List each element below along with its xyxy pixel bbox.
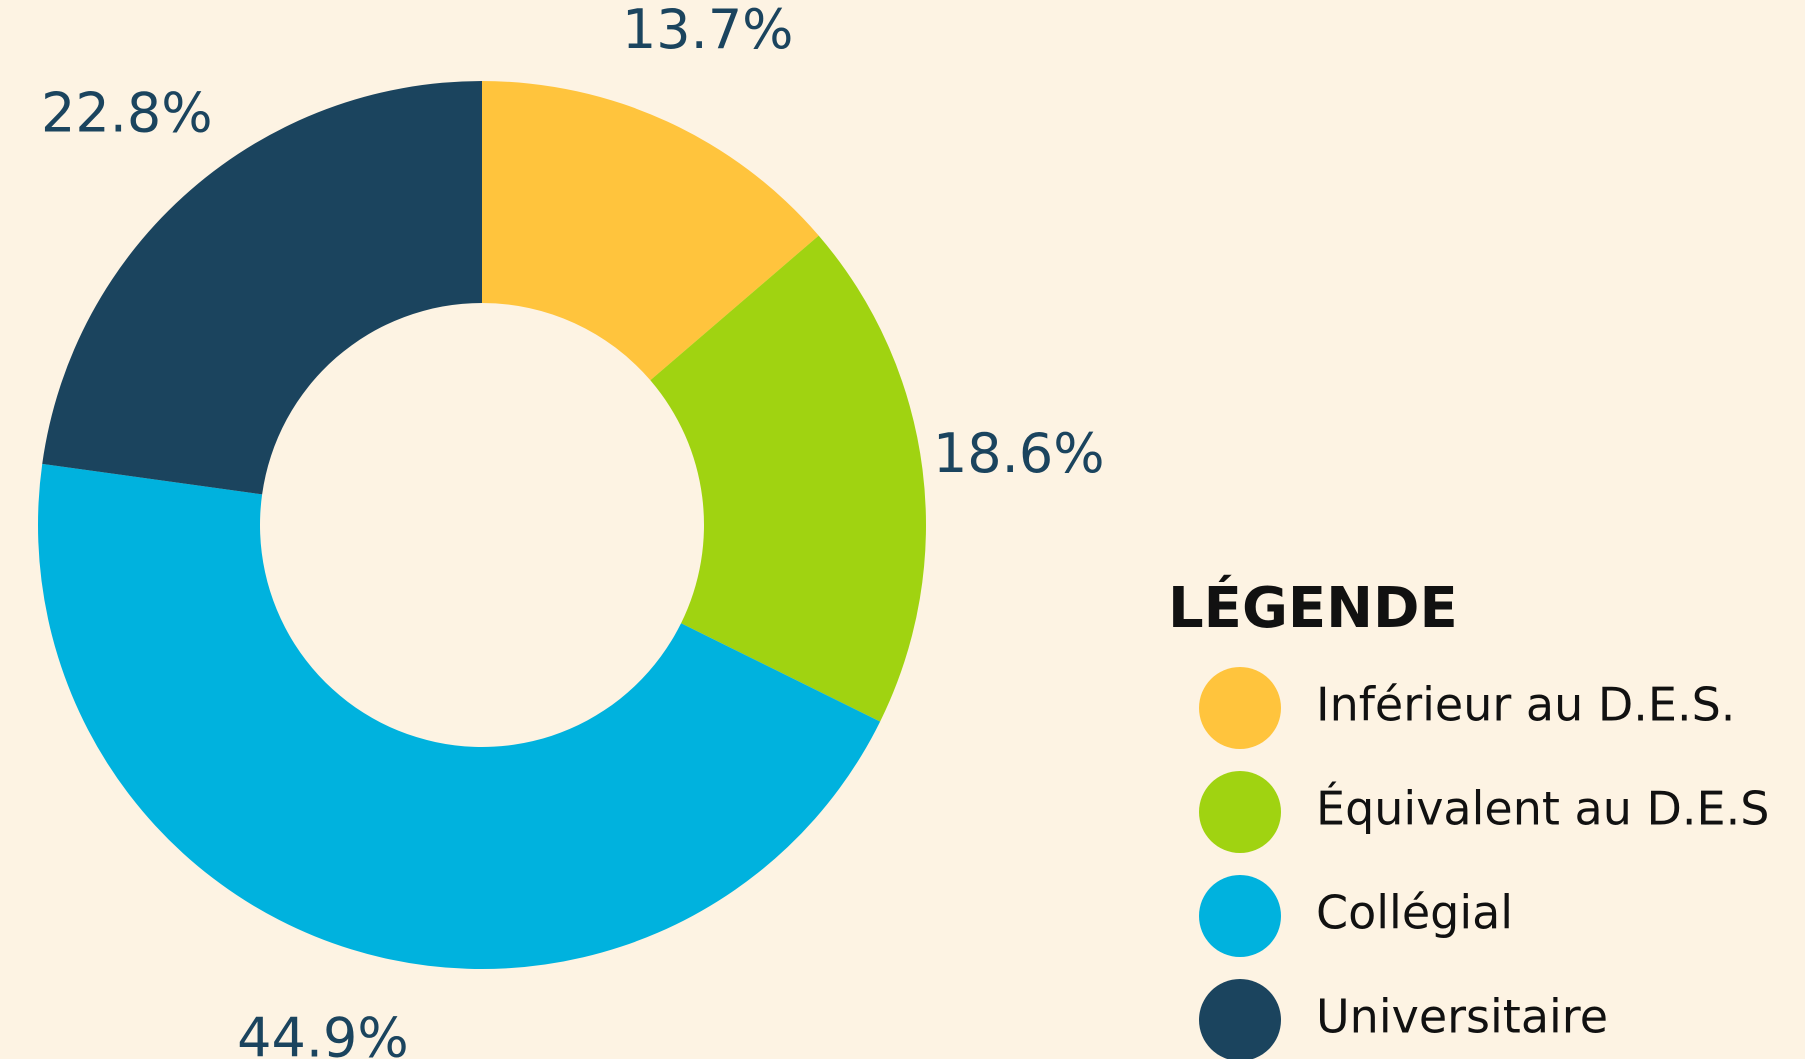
legend-swatch [1199,667,1281,749]
legend-swatch [1199,979,1281,1059]
legend-title: LÉGENDE [1168,575,1458,641]
legend-label: Équivalent au D.E.S [1316,782,1769,836]
data-label: 22.8% [41,82,213,145]
legend-label: Inférieur au D.E.S. [1316,678,1735,732]
data-label: 44.9% [237,1007,409,1059]
legend-label: Collégial [1316,886,1513,940]
data-label: 13.7% [622,0,794,61]
legend-swatch [1199,771,1281,853]
legend-swatch [1199,875,1281,957]
donut-slice [37,463,881,970]
legend-label: Universitaire [1316,990,1608,1044]
data-label: 18.6% [933,422,1105,485]
donut-slice [482,81,819,381]
donut-slice [650,235,927,722]
donut-slice [42,81,482,495]
